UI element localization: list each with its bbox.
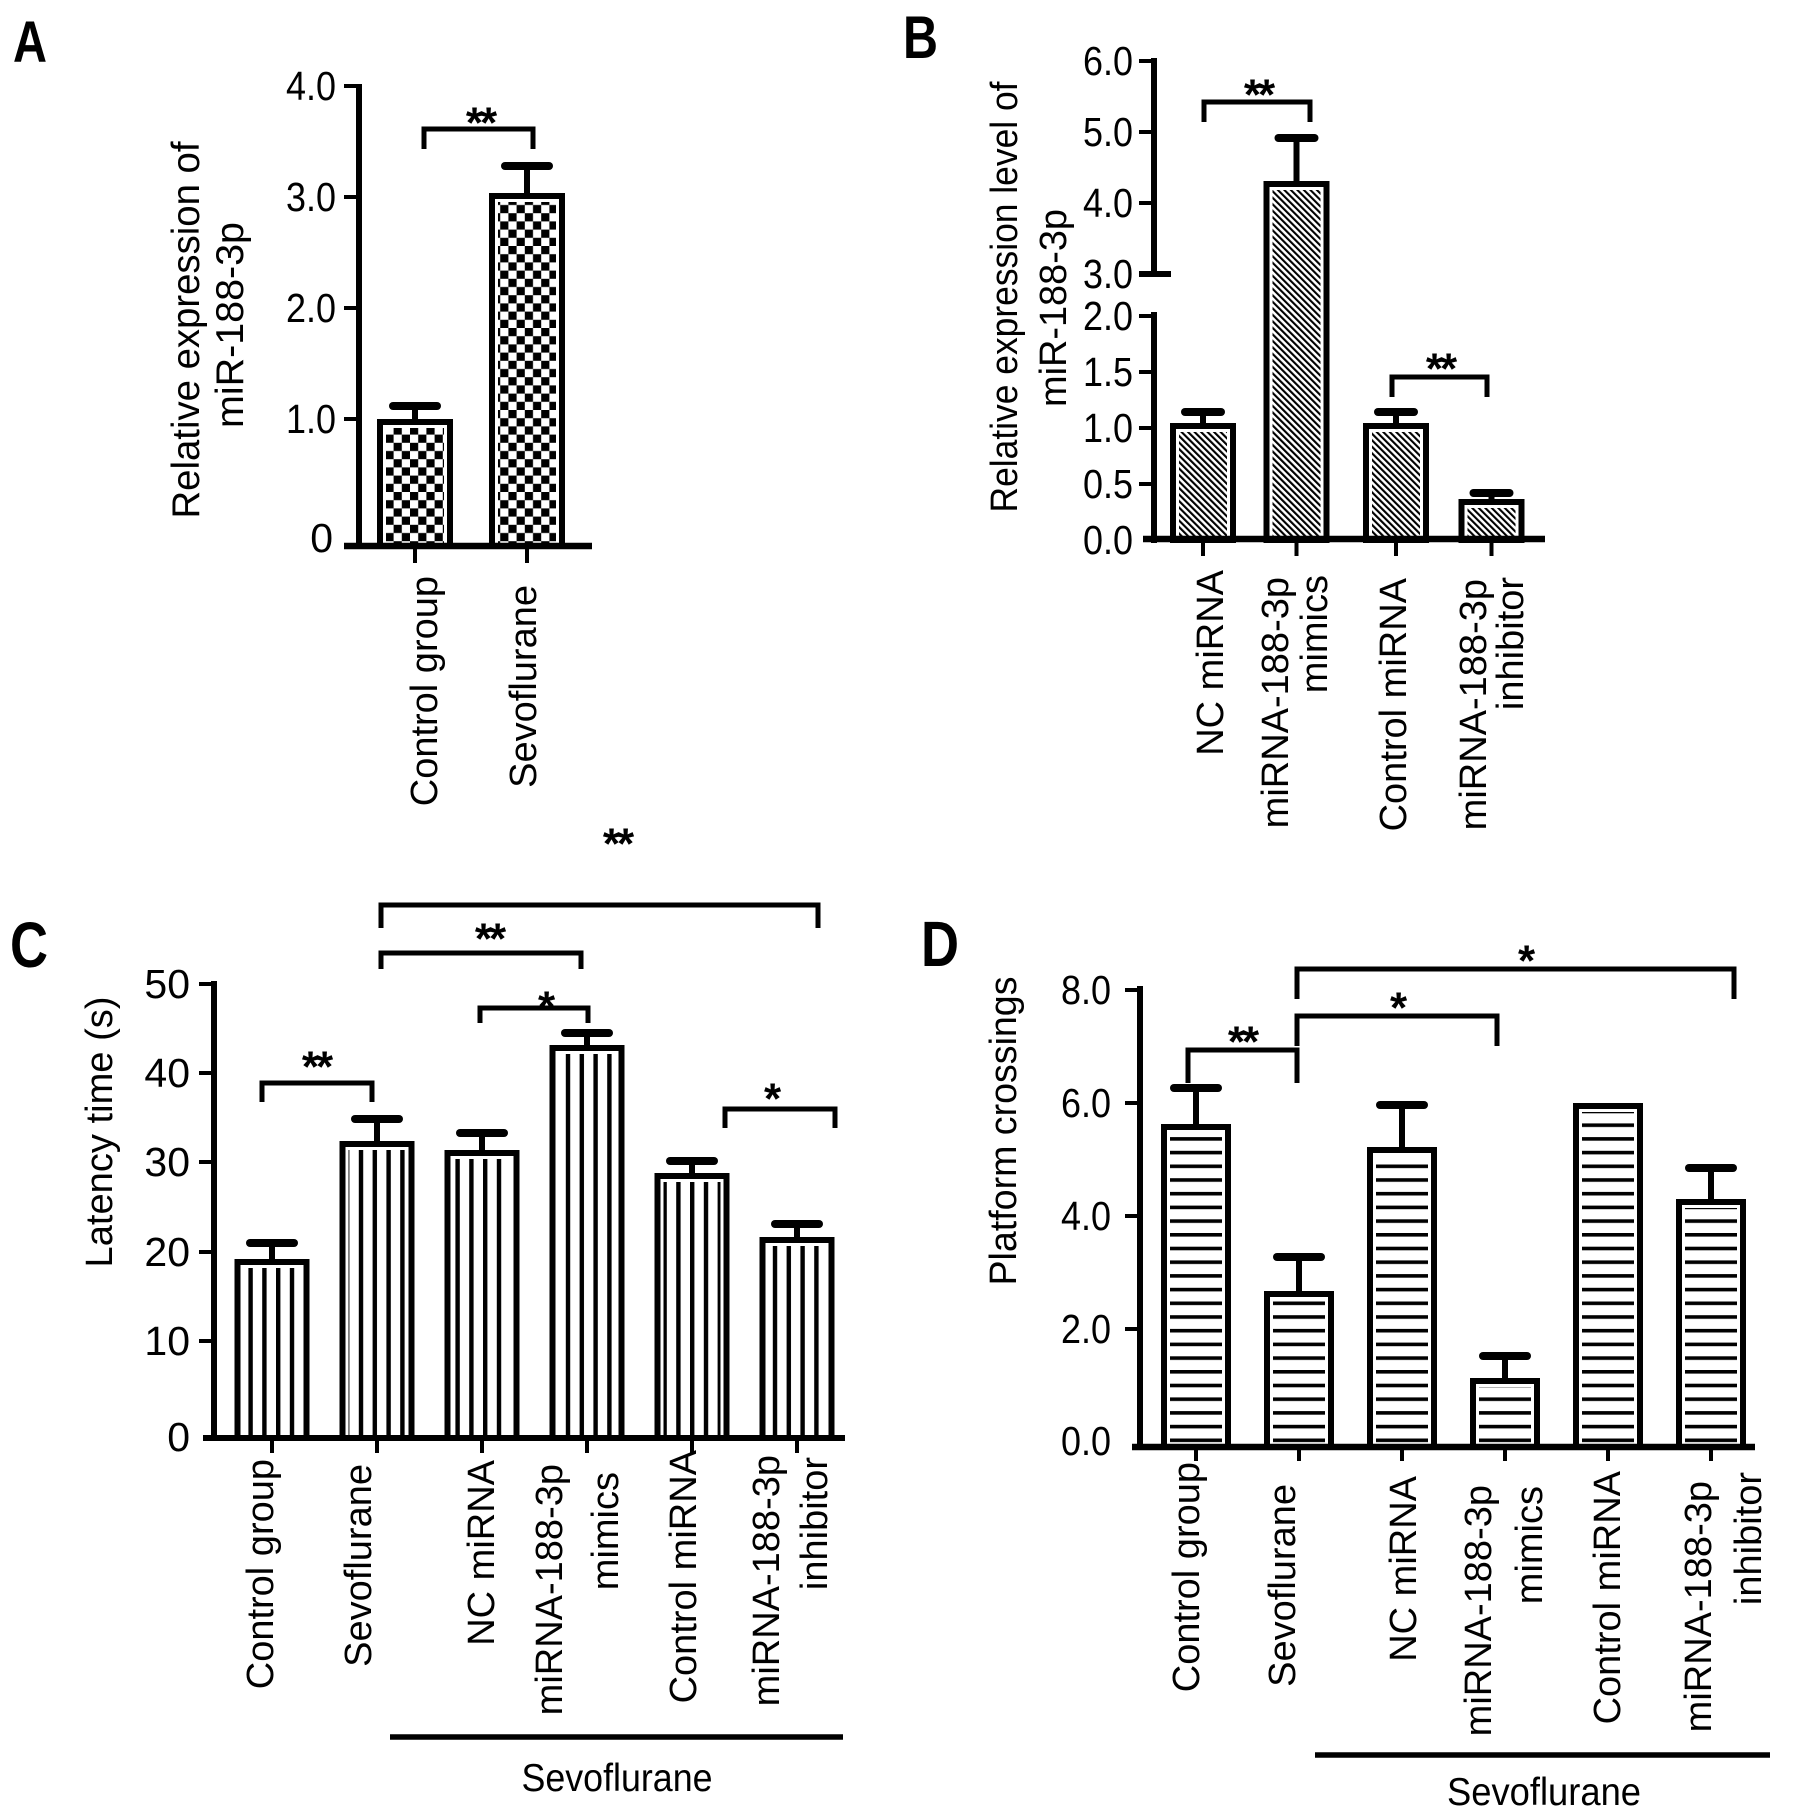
svg-text:Control group: Control group	[1166, 1462, 1208, 1692]
svg-text:Control group: Control group	[240, 1459, 282, 1689]
svg-text:4.0: 4.0	[286, 63, 336, 109]
svg-text:2.0: 2.0	[1083, 293, 1133, 339]
svg-text:4.0: 4.0	[1061, 1193, 1111, 1239]
svg-text:1.0: 1.0	[286, 396, 336, 442]
svg-text:miRNA-188-3p: miRNA-188-3p	[1678, 1481, 1720, 1732]
svg-text:0.5: 0.5	[1083, 461, 1133, 507]
svg-text:Sevoflurane: Sevoflurane	[522, 1757, 713, 1800]
svg-text:Sevoflurane: Sevoflurane	[1447, 1771, 1641, 1814]
svg-text:**: **	[466, 98, 498, 147]
svg-text:Control miRNA: Control miRNA	[1587, 1470, 1629, 1724]
svg-text:Control group: Control group	[404, 576, 446, 806]
svg-text:6.0: 6.0	[1061, 1080, 1111, 1126]
svg-text:50: 50	[144, 961, 190, 1007]
svg-text:40: 40	[144, 1050, 190, 1096]
svg-text:inhibitor: inhibitor	[1728, 1472, 1770, 1605]
svg-text:4.0: 4.0	[1083, 180, 1133, 226]
svg-text:A: A	[13, 10, 47, 75]
svg-text:0: 0	[310, 515, 333, 561]
svg-text:NC miRNA: NC miRNA	[1383, 1475, 1425, 1661]
svg-text:NC miRNA: NC miRNA	[461, 1459, 503, 1645]
svg-text:miRNA-188-3p: miRNA-188-3p	[529, 1464, 571, 1715]
svg-text:3.0: 3.0	[286, 174, 336, 220]
svg-text:mimics: mimics	[1294, 575, 1336, 693]
svg-text:1.0: 1.0	[1083, 405, 1133, 451]
svg-text:Platform crossings: Platform crossings	[983, 977, 1025, 1286]
svg-text:D: D	[921, 908, 959, 980]
svg-text:5.0: 5.0	[1083, 109, 1133, 155]
svg-text:C: C	[10, 909, 48, 981]
svg-text:Relative expression level of: Relative expression level of	[984, 81, 1026, 512]
svg-text:B: B	[903, 4, 938, 71]
svg-text:miRNA-188-3p: miRNA-188-3p	[746, 1455, 788, 1706]
svg-text:20: 20	[144, 1229, 190, 1275]
svg-text:miRNA-188-3p: miRNA-188-3p	[1458, 1485, 1500, 1736]
svg-text:Sevoflurane: Sevoflurane	[338, 1464, 380, 1667]
svg-text:Control miRNA: Control miRNA	[663, 1449, 705, 1703]
svg-text:0.0: 0.0	[1061, 1418, 1111, 1464]
svg-text:miRNA-188-3p: miRNA-188-3p	[1255, 577, 1297, 828]
svg-text:miRNA-188-3p: miRNA-188-3p	[1453, 579, 1495, 830]
svg-text:6.0: 6.0	[1083, 38, 1133, 84]
svg-text:Latency time (s): Latency time (s)	[79, 997, 121, 1268]
svg-text:Sevoflurane: Sevoflurane	[1262, 1484, 1304, 1687]
svg-text:inhibitor: inhibitor	[794, 1457, 836, 1590]
svg-text:30: 30	[144, 1139, 190, 1185]
svg-text:Relative expression of: Relative expression of	[165, 141, 208, 518]
svg-text:NC miRNA: NC miRNA	[1190, 569, 1232, 755]
svg-text:10: 10	[144, 1318, 190, 1364]
svg-text:mimics: mimics	[1509, 1486, 1551, 1604]
svg-text:**: **	[1426, 344, 1458, 393]
svg-text:Sevoflurane: Sevoflurane	[503, 585, 545, 788]
svg-text:miR-188-3p: miR-188-3p	[1033, 209, 1075, 407]
svg-text:2.0: 2.0	[1061, 1306, 1111, 1352]
svg-text:**: **	[603, 819, 635, 868]
svg-text:8.0: 8.0	[1061, 967, 1111, 1013]
svg-text:1.5: 1.5	[1083, 349, 1133, 395]
svg-text:inhibitor: inhibitor	[1490, 577, 1532, 710]
svg-text:mimics: mimics	[585, 1472, 627, 1590]
svg-text:**: **	[1244, 70, 1276, 119]
svg-text:Control miRNA: Control miRNA	[1373, 577, 1415, 831]
svg-text:0.0: 0.0	[1083, 517, 1133, 563]
svg-text:**: **	[302, 1042, 334, 1091]
svg-text:3.0: 3.0	[1083, 251, 1133, 297]
svg-text:0: 0	[167, 1414, 190, 1460]
svg-text:2.0: 2.0	[286, 285, 336, 331]
svg-text:miR-188-3p: miR-188-3p	[209, 222, 252, 428]
svg-text:**: **	[475, 914, 507, 963]
svg-text:**: **	[1228, 1017, 1260, 1066]
